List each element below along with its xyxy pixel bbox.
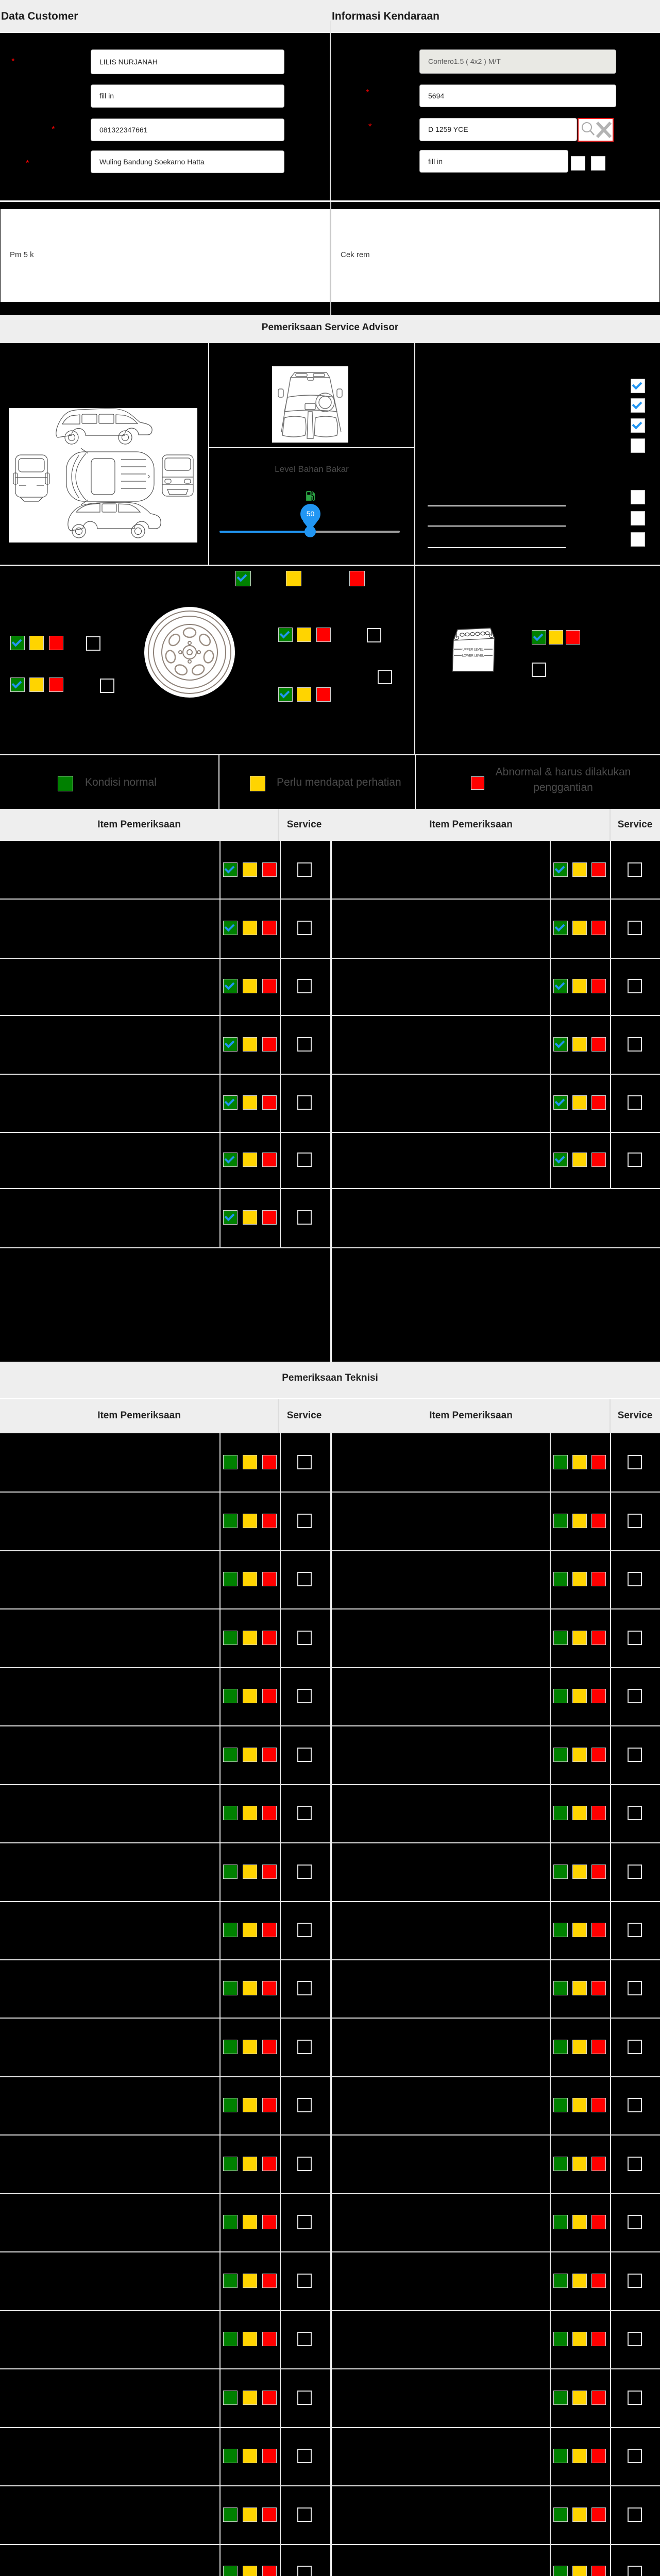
svg-text:LOWER LEVEL: LOWER LEVEL bbox=[462, 655, 484, 658]
svg-text:UPPER LEVEL: UPPER LEVEL bbox=[462, 649, 484, 652]
